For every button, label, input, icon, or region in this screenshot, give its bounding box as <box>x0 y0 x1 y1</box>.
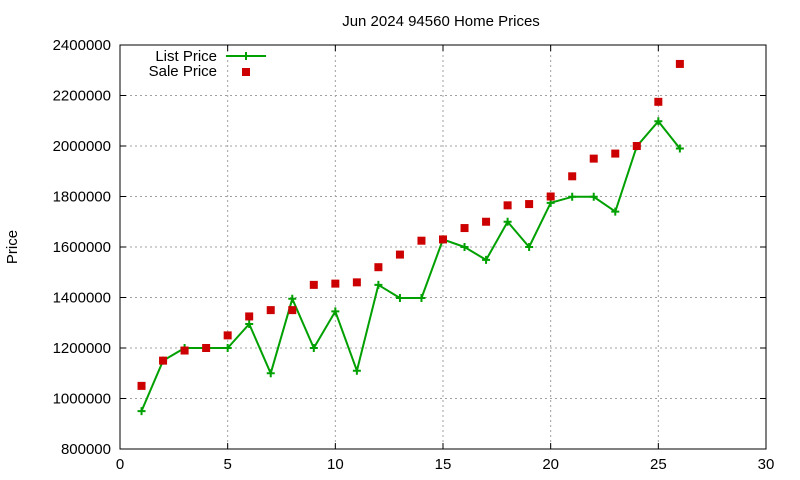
y-tick-label: 1600000 <box>53 239 111 256</box>
x-tick-label: 15 <box>435 456 452 473</box>
data-point-list-price <box>568 192 577 201</box>
y-tick-label: 1200000 <box>53 340 111 357</box>
data-point-sale-price <box>482 217 491 226</box>
data-point-list-price <box>266 369 275 378</box>
y-tick-label: 1000000 <box>53 391 111 408</box>
data-point-list-price <box>352 366 361 375</box>
data-point-sale-price <box>611 149 620 158</box>
y-tick-label: 1400000 <box>53 290 111 307</box>
data-point-list-price <box>309 344 318 352</box>
data-point-sale-price <box>374 263 383 272</box>
legend-label-sale-price: Sale Price <box>149 63 217 80</box>
x-tick-label: 30 <box>758 456 775 473</box>
data-point-sale-price <box>568 172 577 181</box>
data-point-list-price <box>611 207 620 216</box>
legend-label-list-price: List Price <box>155 48 217 65</box>
legend-marker-sale-price <box>242 68 250 76</box>
data-point-sale-price <box>525 200 534 209</box>
grid <box>120 45 766 449</box>
x-tick-label: 20 <box>542 456 559 473</box>
data-point-sale-price <box>417 236 426 245</box>
y-tick-label: 1800000 <box>53 189 111 206</box>
data-point-list-price <box>331 307 340 316</box>
x-tick-label: 10 <box>327 456 344 473</box>
chart-title: Jun 2024 94560 Home Prices <box>342 13 540 30</box>
y-tick-label: 2000000 <box>53 138 111 155</box>
x-tick-label: 25 <box>650 456 667 473</box>
data-point-list-price <box>245 320 254 329</box>
x-tick-label: 5 <box>223 456 231 473</box>
legend: List Price Sale Price <box>149 48 266 80</box>
data-point-list-price <box>589 192 598 201</box>
data-point-sale-price <box>159 356 168 365</box>
data-point-sale-price <box>503 201 512 210</box>
data-point-sale-price <box>395 250 404 259</box>
y-tick-label: 2200000 <box>53 88 111 105</box>
data-point-sale-price <box>288 306 297 315</box>
data-point-list-price <box>417 294 426 303</box>
data-point-sale-price <box>331 279 340 288</box>
data-point-list-price <box>137 407 146 416</box>
data-point-sale-price <box>654 97 663 106</box>
data-point-sale-price <box>223 331 232 340</box>
data-point-list-price <box>482 255 491 264</box>
data-point-list-price <box>654 117 663 126</box>
data-point-sale-price <box>589 154 598 163</box>
data-point-sale-price <box>266 306 275 315</box>
data-point-list-price <box>288 294 297 303</box>
data-point-list-price <box>460 243 469 251</box>
axis-ticks: 0 5 10 15 20 25 30 800000 1000000 1200000 1400000 1… <box>53 37 775 473</box>
series <box>137 59 684 416</box>
y-axis-label: Price <box>4 230 21 264</box>
data-point-list-price <box>223 344 232 352</box>
data-point-list-price <box>395 294 404 303</box>
y-tick-label: 800000 <box>61 441 111 458</box>
data-point-list-price <box>525 243 534 251</box>
data-point-sale-price <box>309 280 318 289</box>
data-point-sale-price <box>460 224 469 233</box>
data-point-list-price <box>374 280 383 289</box>
legend-marker-list-price <box>242 52 250 60</box>
data-point-sale-price <box>439 235 447 244</box>
data-point-sale-price <box>202 344 211 352</box>
data-point-sale-price <box>675 59 684 68</box>
data-point-sale-price <box>180 346 189 355</box>
data-point-sale-price <box>352 278 361 287</box>
data-point-sale-price <box>632 142 641 150</box>
y-tick-label: 2400000 <box>53 37 111 54</box>
data-point-list-price <box>675 144 684 153</box>
data-point-sale-price <box>546 192 555 201</box>
x-tick-label: 0 <box>116 456 124 473</box>
data-point-list-price <box>503 217 512 226</box>
data-point-sale-price <box>245 312 254 321</box>
data-point-sale-price <box>137 381 146 390</box>
